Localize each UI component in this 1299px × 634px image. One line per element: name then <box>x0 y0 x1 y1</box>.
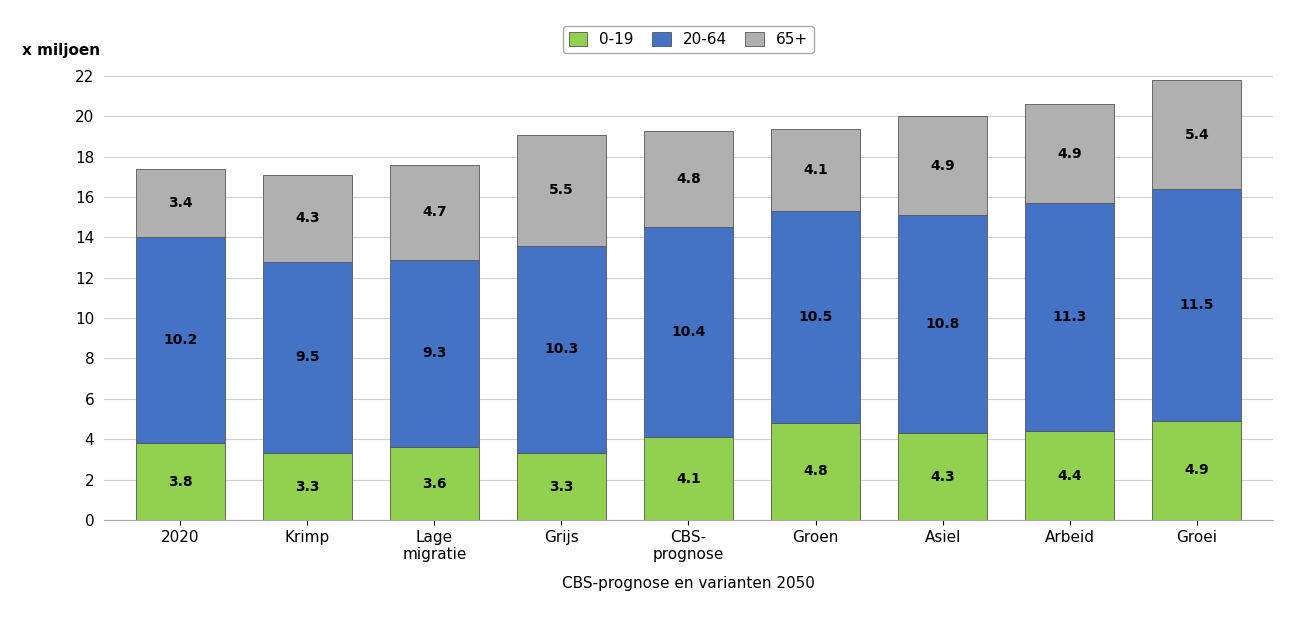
Bar <box>390 260 479 447</box>
Text: 4.9: 4.9 <box>930 159 955 173</box>
Text: 4.7: 4.7 <box>422 205 447 219</box>
Text: 10.8: 10.8 <box>925 317 960 331</box>
Text: 4.1: 4.1 <box>803 163 827 177</box>
Bar <box>390 447 479 520</box>
Text: 4.4: 4.4 <box>1057 469 1082 482</box>
Bar <box>644 437 733 520</box>
Text: 5.5: 5.5 <box>549 183 574 197</box>
Text: 10.4: 10.4 <box>672 325 705 339</box>
Bar <box>135 443 225 520</box>
Bar <box>644 228 733 437</box>
Text: 11.5: 11.5 <box>1179 298 1215 312</box>
Bar <box>772 129 860 211</box>
Bar <box>1152 80 1242 189</box>
Bar <box>262 262 352 453</box>
Text: 9.3: 9.3 <box>422 346 447 361</box>
Bar <box>135 238 225 443</box>
Legend: 0-19, 20-64, 65+: 0-19, 20-64, 65+ <box>562 26 814 53</box>
Text: 10.5: 10.5 <box>799 310 833 324</box>
Text: 4.9: 4.9 <box>1057 146 1082 161</box>
Text: 10.2: 10.2 <box>162 333 197 347</box>
Text: 9.5: 9.5 <box>295 351 320 365</box>
Bar <box>517 134 605 245</box>
Bar <box>135 169 225 238</box>
Text: 3.8: 3.8 <box>168 475 192 489</box>
Text: 4.8: 4.8 <box>675 172 701 186</box>
Text: 4.1: 4.1 <box>675 472 701 486</box>
Text: 4.9: 4.9 <box>1185 463 1209 477</box>
Bar <box>898 433 987 520</box>
Text: 4.3: 4.3 <box>295 211 320 225</box>
Bar <box>772 211 860 423</box>
X-axis label: CBS-prognose en varianten 2050: CBS-prognose en varianten 2050 <box>562 576 814 591</box>
Text: 5.4: 5.4 <box>1185 127 1209 141</box>
Text: 10.3: 10.3 <box>544 342 578 356</box>
Bar <box>390 165 479 260</box>
Bar <box>644 131 733 228</box>
Text: x miljoen: x miljoen <box>22 43 100 58</box>
Bar <box>898 216 987 433</box>
Text: 3.4: 3.4 <box>168 196 192 210</box>
Text: 4.8: 4.8 <box>803 465 827 479</box>
Bar <box>1025 105 1115 203</box>
Text: 3.3: 3.3 <box>549 479 574 494</box>
Bar <box>262 175 352 262</box>
Bar <box>517 453 605 520</box>
Text: 3.6: 3.6 <box>422 477 447 491</box>
Text: 3.3: 3.3 <box>295 479 320 494</box>
Bar <box>262 453 352 520</box>
Bar <box>517 245 605 453</box>
Bar <box>772 423 860 520</box>
Bar <box>1152 189 1242 421</box>
Bar <box>1025 431 1115 520</box>
Text: 4.3: 4.3 <box>930 470 955 484</box>
Text: 11.3: 11.3 <box>1052 310 1087 324</box>
Bar <box>1025 203 1115 431</box>
Bar <box>898 117 987 216</box>
Bar <box>1152 421 1242 520</box>
